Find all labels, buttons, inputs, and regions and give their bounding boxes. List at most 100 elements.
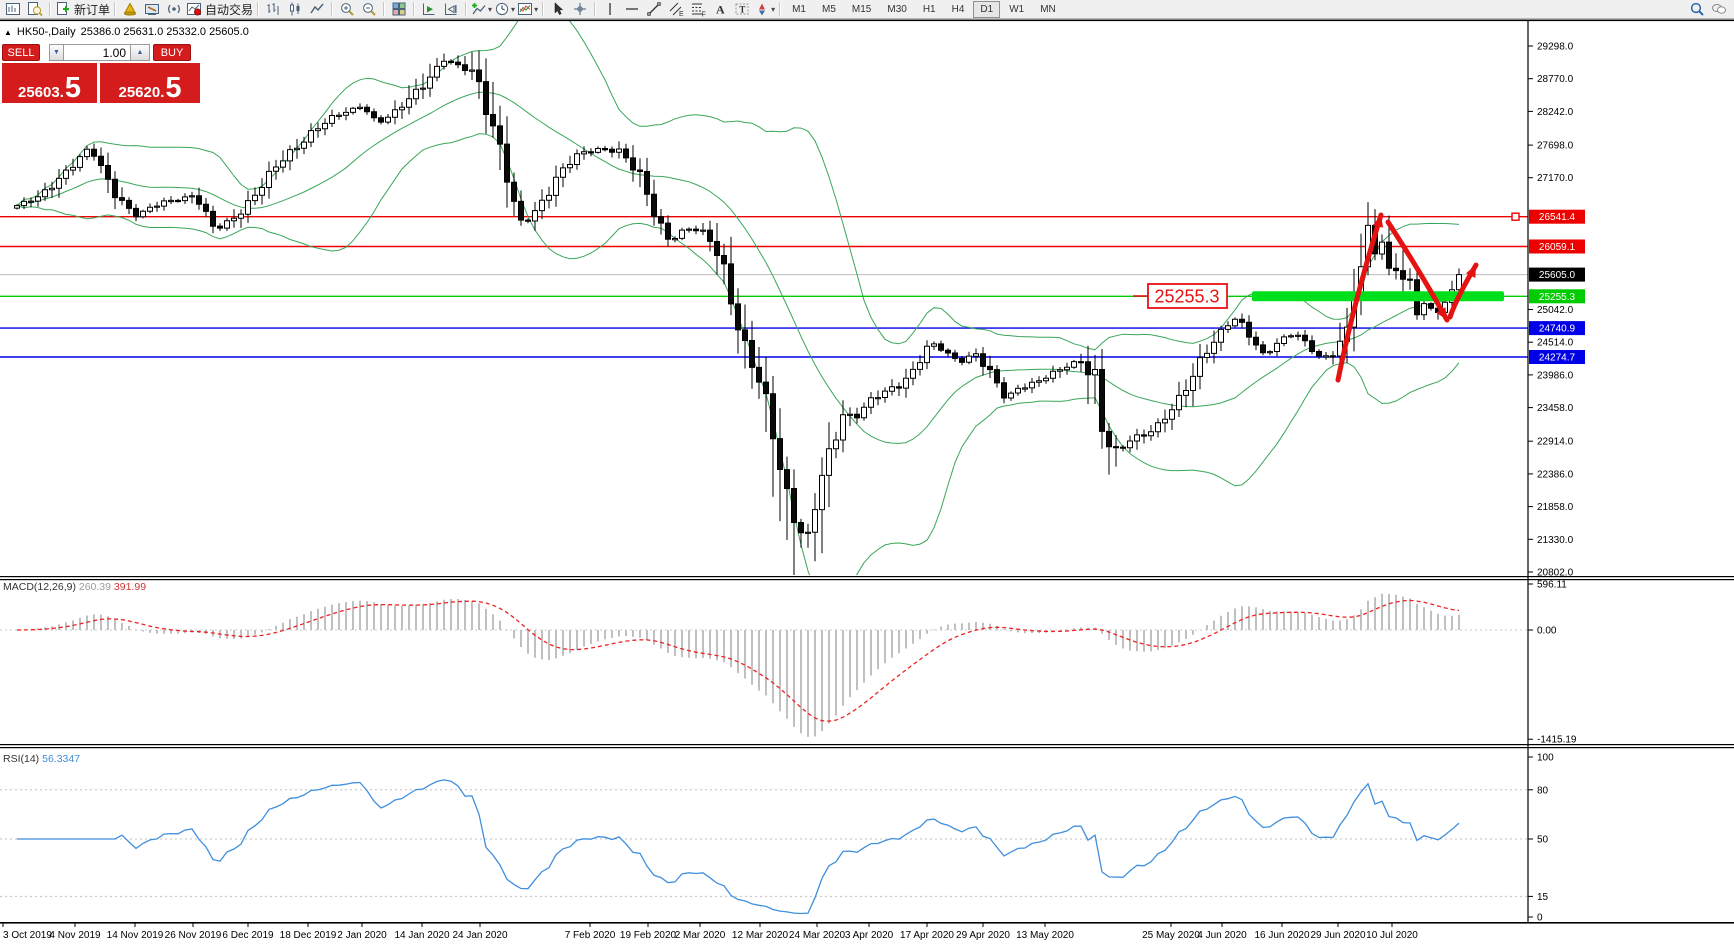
search-button[interactable] — [1686, 1, 1708, 18]
buy-price-main: 25620. — [118, 84, 165, 101]
date-tick-label: 12 Mar 2020 — [732, 930, 789, 941]
date-tick-label: 19 Feb 2020 — [620, 930, 677, 941]
svg-text:27698.0: 27698.0 — [1537, 141, 1574, 152]
text-label-button[interactable]: T — [731, 1, 753, 18]
new-order-button[interactable]: 新订单 — [54, 1, 111, 18]
trend-arrow-up-2[interactable] — [1447, 262, 1479, 320]
horizontal-line-button[interactable] — [621, 1, 643, 18]
support-zone-bar[interactable] — [1252, 291, 1504, 302]
date-tick-label: 2 Mar 2020 — [675, 930, 726, 941]
arrows-button[interactable]: ▾ — [753, 1, 776, 18]
styler-button[interactable] — [119, 1, 141, 18]
auto-scroll-button[interactable] — [418, 1, 440, 18]
date-tick-label: 4 Jun 2020 — [1197, 930, 1247, 941]
chevron-down-icon[interactable]: ▾ — [771, 4, 776, 14]
sell-price-quote[interactable]: 25603. 5 — [2, 63, 97, 103]
chevron-down-icon[interactable]: ▾ — [511, 4, 516, 14]
sell-button[interactable]: SELL — [2, 44, 40, 61]
timeframe-H1[interactable]: H1 — [922, 3, 936, 15]
timeframe-M30[interactable]: M30 — [887, 3, 907, 15]
trend-arrow-up-1[interactable] — [1335, 212, 1384, 383]
channel-button[interactable]: E — [665, 1, 687, 18]
autotrading-button[interactable]: 自动交易 — [185, 1, 254, 18]
line-selection-marker[interactable] — [1511, 212, 1520, 221]
svg-text:21330.0: 21330.0 — [1537, 535, 1574, 546]
tile-windows-button[interactable] — [388, 1, 410, 18]
sell-price-pip: 5 — [64, 72, 82, 104]
new-chart-button[interactable] — [2, 1, 24, 18]
ohlc-values: 25386.0 25631.0 25332.0 25605.0 — [80, 26, 249, 38]
broadcast-button[interactable] — [163, 1, 185, 18]
symbol-period-label: HK50-,Daily — [16, 26, 76, 38]
fibonacci-button[interactable]: F — [687, 1, 709, 18]
axis-price-tag — [1529, 289, 1585, 304]
crosshair-button[interactable] — [569, 1, 591, 18]
trend-arrow-down[interactable] — [1385, 219, 1450, 323]
timeframe-M1[interactable]: M1 — [792, 3, 806, 15]
axis-price-tag — [1529, 321, 1585, 336]
axis-price-tag — [1529, 239, 1585, 254]
buy-button[interactable]: BUY — [153, 44, 191, 61]
price-callout-label[interactable]: 25255.3 — [1133, 283, 1228, 309]
date-tick-label: 14 Jan 2020 — [394, 930, 449, 941]
autotrading-button-label: 自动交易 — [205, 2, 254, 17]
svg-text:28242.0: 28242.0 — [1537, 107, 1574, 118]
svg-text:0.00: 0.00 — [1537, 626, 1557, 637]
new-order-button-label: 新订单 — [74, 2, 111, 17]
svg-text:100: 100 — [1537, 753, 1554, 764]
rsi-axis: 100 80 50 15 0 — [1528, 753, 1554, 924]
svg-text:596.11: 596.11 — [1537, 580, 1567, 591]
zoom-in-button[interactable] — [336, 1, 358, 18]
metaeditor-button[interactable] — [141, 1, 163, 18]
bar-chart-button[interactable] — [262, 1, 284, 18]
timeframe-H4[interactable]: H4 — [951, 3, 965, 15]
svg-text:15: 15 — [1537, 892, 1549, 903]
timeframe-M5[interactable]: M5 — [822, 3, 836, 15]
chart-title: ▲ HK50-,Daily 25386.0 25631.0 25332.0 25… — [4, 26, 249, 38]
timeframe-MN[interactable]: MN — [1040, 3, 1056, 15]
svg-text:24514.0: 24514.0 — [1537, 338, 1574, 349]
templates-button[interactable]: ▾ — [516, 1, 539, 18]
horizontal-level-lines[interactable] — [0, 215, 1528, 358]
vertical-line-button[interactable] — [599, 1, 621, 18]
timeframe-M15[interactable]: M15 — [851, 3, 872, 15]
candlestick-chart-button[interactable] — [284, 1, 306, 18]
price-axis[interactable]: 29298.0 28770.0 28242.0 27698.0 27170.0 … — [1528, 42, 1585, 579]
timeframe-D1[interactable]: D1 — [973, 0, 1001, 18]
periods-button[interactable]: ▾ — [493, 1, 516, 18]
chevron-down-icon[interactable]: ▾ — [488, 4, 493, 14]
price-chart[interactable]: 25255.3 29298.0 28770.0 28242.0 27698.0 … — [0, 19, 1734, 946]
axis-price-tag — [1529, 209, 1585, 224]
date-tick-label: 10 Jul 2020 — [1366, 930, 1418, 941]
trendline-button[interactable] — [643, 1, 665, 18]
svg-text:22386.0: 22386.0 — [1537, 469, 1574, 480]
buy-price-quote[interactable]: 25620. 5 — [100, 63, 200, 103]
line-chart-button[interactable] — [306, 1, 328, 18]
indicators-button[interactable]: ▾ — [470, 1, 493, 18]
date-tick-label: 25 May 2020 — [1142, 930, 1200, 941]
cursor-button[interactable] — [547, 1, 569, 18]
svg-text:A: A — [716, 3, 725, 17]
axis-price-tag — [1529, 350, 1585, 364]
chat-button[interactable] — [1708, 1, 1730, 18]
date-tick-label: 26 Nov 2019 — [165, 930, 222, 941]
date-tick-label: 18 Dec 2019 — [280, 930, 337, 941]
symbol-collapse-icon[interactable]: ▲ — [4, 27, 12, 37]
chevron-down-icon[interactable]: ▾ — [534, 4, 539, 14]
date-axis[interactable]: 3 Oct 2019 4 Nov 2019 14 Nov 2019 26 Nov… — [2, 923, 1418, 941]
svg-text:0: 0 — [1537, 913, 1543, 924]
volume-decrease-button[interactable]: ▼ — [49, 44, 64, 61]
pane-separators — [0, 19, 1734, 924]
svg-text:21858.0: 21858.0 — [1537, 502, 1574, 513]
volume-increase-button[interactable]: ▲ — [130, 44, 150, 61]
date-tick-label: 2 Jan 2020 — [337, 930, 387, 941]
svg-text:26059.1: 26059.1 — [1539, 242, 1576, 253]
timeframe-W1[interactable]: W1 — [1009, 3, 1025, 15]
zoom-out-button[interactable] — [358, 1, 380, 18]
chart-preview-button[interactable] — [24, 1, 46, 18]
chart-shift-button[interactable] — [440, 1, 462, 18]
text-button[interactable]: A — [709, 1, 731, 18]
svg-text:22914.0: 22914.0 — [1537, 437, 1574, 448]
volume-input[interactable] — [64, 44, 130, 61]
toolbar-separator — [383, 2, 386, 16]
